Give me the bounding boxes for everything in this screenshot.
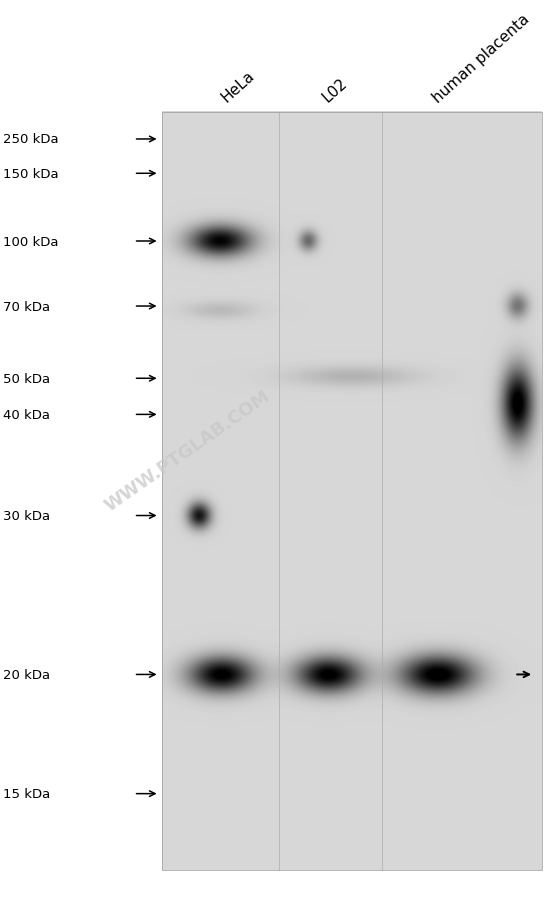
Text: human placenta: human placenta [430, 11, 532, 106]
Text: 150 kDa: 150 kDa [3, 168, 58, 180]
Bar [162, 113, 542, 870]
Text: WWW.PTGLAB.COM: WWW.PTGLAB.COM [101, 387, 273, 515]
Bar [162, 113, 542, 870]
Text: 100 kDa: 100 kDa [3, 235, 58, 248]
Text: 50 kDa: 50 kDa [3, 373, 50, 385]
Text: 30 kDa: 30 kDa [3, 510, 50, 522]
Text: 15 kDa: 15 kDa [3, 787, 50, 800]
Text: HeLa: HeLa [218, 69, 257, 106]
Text: 20 kDa: 20 kDa [3, 668, 50, 681]
Text: L02: L02 [320, 76, 350, 106]
Text: 250 kDa: 250 kDa [3, 133, 58, 146]
Text: 40 kDa: 40 kDa [3, 409, 49, 421]
Text: 70 kDa: 70 kDa [3, 300, 50, 313]
